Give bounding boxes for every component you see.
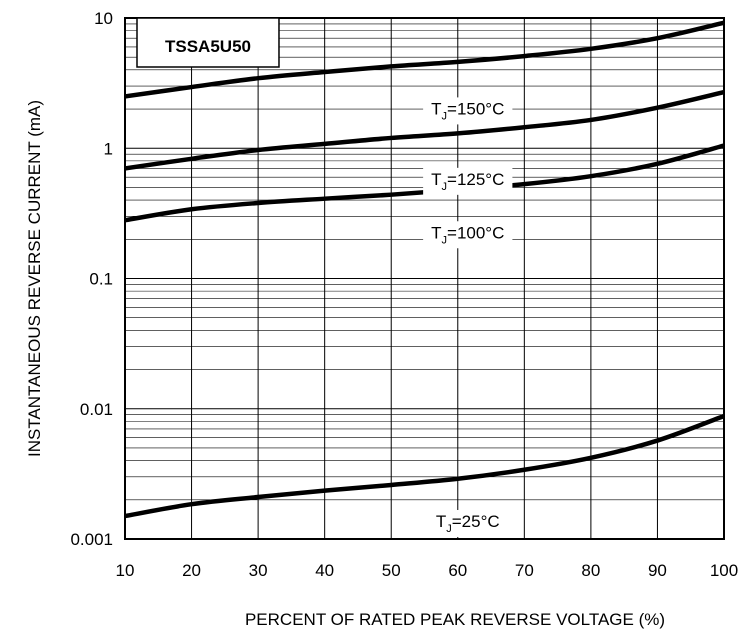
series-label-0: TJ=150°C [423, 97, 513, 125]
series-line-1 [124, 89, 725, 171]
series-line-3 [124, 413, 725, 519]
series-label-3: TJ=25°C [427, 509, 508, 537]
minor-gridlines [125, 23, 724, 501]
y-axis-label: INSTANTANEOUS REVERSE CURRENT (mA) [25, 100, 44, 457]
series-label-text: TJ=100°C [431, 223, 504, 246]
series-label-text: TJ=150°C [431, 99, 504, 122]
x-tick-label: 10 [116, 561, 135, 580]
series-label-bg [423, 97, 513, 125]
chart-title: TSSA5U50 [165, 37, 251, 56]
plot-frame [124, 17, 725, 540]
x-axis-label: PERCENT OF RATED PEAK REVERSE VOLTAGE (%… [245, 610, 665, 629]
series-label-text: TJ=125°C [431, 170, 504, 193]
x-tick-label: 100 [710, 561, 738, 580]
series-lines [124, 20, 725, 519]
chart-title-box: TSSA5U50 [136, 17, 280, 68]
series-label-bg [427, 509, 508, 537]
y-tick-labels: 0.001 0.01 0.1 1 10 [70, 9, 113, 549]
x-tick-label: 60 [448, 561, 467, 580]
major-gridlines [125, 18, 724, 539]
y-tick-label: 0.01 [80, 400, 113, 419]
series-label-bg [423, 167, 513, 195]
y-tick-label: 0.1 [89, 270, 113, 289]
series-label-1: TJ=125°C [423, 167, 513, 195]
x-tick-label: 40 [315, 561, 334, 580]
y-tick-label: 1 [104, 139, 113, 158]
series-label-2: TJ=100°C [423, 221, 513, 249]
series-line-0 [124, 20, 725, 99]
y-tick-label: 10 [94, 9, 113, 28]
x-tick-label: 80 [581, 561, 600, 580]
x-tick-label: 90 [648, 561, 667, 580]
series-labels: TJ=150°C TJ=125°C TJ=100°C TJ=25°C [423, 97, 513, 537]
x-tick-label: 20 [182, 561, 201, 580]
x-tick-label: 70 [515, 561, 534, 580]
series-label-text: TJ=25°C [436, 512, 500, 535]
x-tick-label: 50 [382, 561, 401, 580]
x-tick-label: 30 [249, 561, 268, 580]
x-tick-labels: 10 20 30 40 50 60 70 80 90 100 [116, 561, 739, 580]
series-label-bg [423, 221, 513, 249]
y-tick-label: 0.001 [70, 530, 113, 549]
title-box [136, 17, 280, 68]
